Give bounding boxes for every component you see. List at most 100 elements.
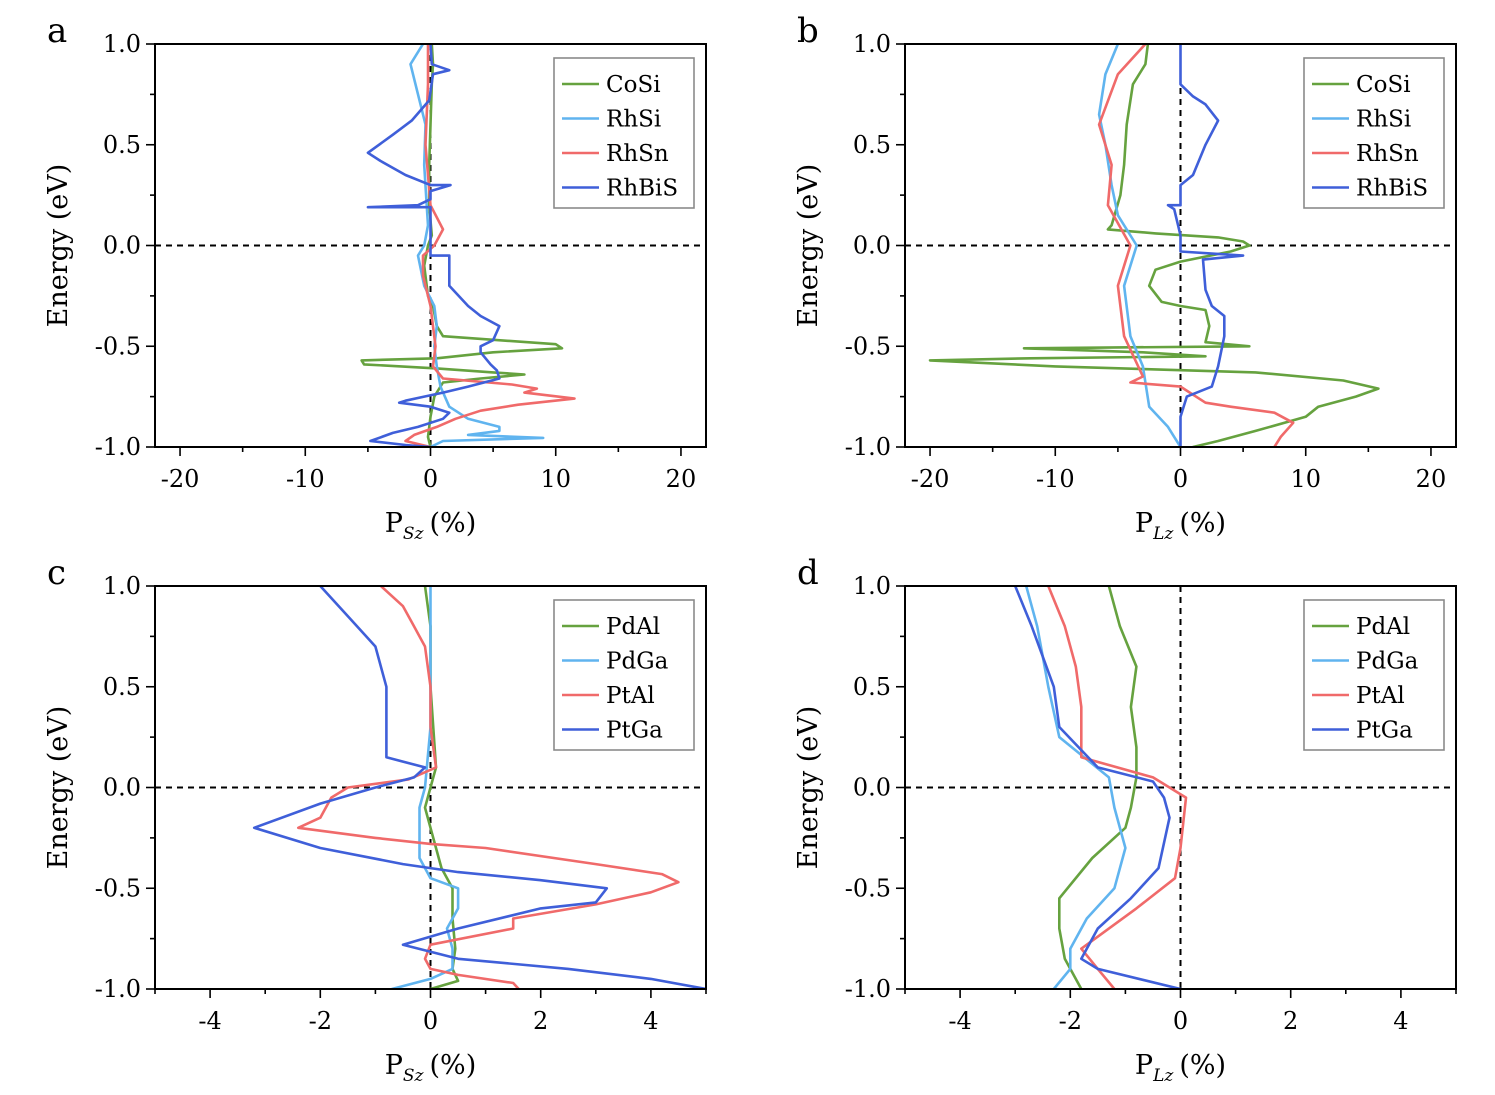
legend-label: PdAl [1356,614,1410,640]
y-tick-label: 0.5 [103,131,141,159]
x-axis-title-unit: (%) [430,508,477,539]
y-tick-label: 0.5 [853,131,891,159]
y-tick-label: 0.0 [853,774,891,802]
panel-c: -4 -2 0 2 4 -1.0 -0.5 0.0 0.5 1.0 c Energy (eV) PSz(… [43,553,707,1086]
y-tick-label: 1.0 [853,30,891,58]
legend-label: PtAl [1356,683,1405,709]
series-line-rhsn [404,44,576,447]
panel-letter: c [47,553,66,593]
x-axis-title-symbol: P [1135,1050,1153,1081]
legend-label: RhBiS [1356,176,1428,202]
x-axis-title-subscript: Lz [1152,524,1174,544]
series-line-pdga [390,586,460,989]
y-tick-label: -1.0 [95,975,141,1003]
panel-b: -20 -10 0 10 20 -1.0 -0.5 0.0 0.5 1.0 b Energy (eV)… [793,11,1457,544]
legend-label: CoSi [606,72,661,98]
x-tick-label: 0 [1173,465,1188,493]
series-group [928,44,1380,447]
x-tick-label: -4 [198,1007,221,1035]
series-line-rhbis [1166,44,1245,447]
y-tick-label: 0.5 [853,673,891,701]
panel-letter: a [47,11,67,51]
legend-label: PtGa [1356,718,1413,744]
x-tick-label: -20 [911,465,950,493]
x-axis-title: PLz (%) [1135,508,1226,544]
y-tick-label: -1.0 [845,433,891,461]
x-tick-label: 0 [423,1007,438,1035]
legend: PdAl PdGa PtAl PtGa [1303,599,1445,751]
legend-label: PdGa [606,649,669,675]
x-tick-label: 20 [1416,465,1447,493]
legend-label: RhSi [1356,107,1411,133]
x-axis-title-symbol: P [385,508,403,539]
panel-a: -20 -10 0 10 20 -1.0 -0.5 0.0 0.5 1.0 a Energy (eV)… [43,11,707,544]
series-line-ptga [1013,586,1182,989]
legend-label: PdGa [1356,649,1419,675]
x-tick-label: 4 [643,1007,658,1035]
y-tick-label: 0.5 [103,673,141,701]
x-axis-title: PLz (%) [1135,1050,1226,1086]
x-tick-label: 20 [666,465,697,493]
x-tick-label: 10 [540,465,571,493]
y-tick-label: -1.0 [845,975,891,1003]
y-tick-label: 0.0 [103,232,141,260]
y-axis-title: Energy (eV) [43,706,74,870]
legend-label: PtGa [606,718,663,744]
x-tick-label: 2 [1283,1007,1298,1035]
series-line-rhsn [1097,44,1295,447]
legend: PdAl PdGa PtAl PtGa [553,599,695,751]
series-group [252,586,706,989]
y-axis-title: Energy (eV) [793,706,824,870]
x-tick-label: -4 [948,1007,971,1035]
series-group [1013,586,1188,989]
y-tick-label: 1.0 [853,572,891,600]
legend: CoSi RhSi RhSn RhBiS [1303,57,1445,209]
x-axis-title-symbol: P [1135,508,1153,539]
y-tick-label: 1.0 [103,572,141,600]
series-line-ptga [252,586,706,989]
y-tick-label: 0.0 [103,774,141,802]
x-axis-title: PSz (%) [385,1050,477,1086]
series-line-rhsi [409,44,545,447]
y-tick-label: -1.0 [95,433,141,461]
legend-label: RhSn [1356,141,1419,167]
x-axis-title-subscript: Sz [403,1066,425,1086]
x-tick-label: -2 [309,1007,332,1035]
y-axis-title: Energy (eV) [43,164,74,328]
legend-label: RhBiS [606,176,678,202]
panel-d: -4 -2 0 2 4 -1.0 -0.5 0.0 0.5 1.0 d Energy (eV) PLz(… [793,553,1457,1086]
legend-label: PdAl [606,614,660,640]
x-tick-label: 2 [533,1007,548,1035]
series-line-pdal [1058,586,1138,989]
y-tick-label: 1.0 [103,30,141,58]
panel-letter: d [797,553,819,593]
y-axis-title: Energy (eV) [793,164,824,328]
series-line-rhbis [366,44,501,447]
x-tick-label: 0 [1173,1007,1188,1035]
x-axis-title-unit: (%) [1179,508,1226,539]
series-line-cosi [928,44,1380,447]
legend-label: PtAl [606,683,655,709]
y-tick-label: 0.0 [853,232,891,260]
series-group [360,44,576,447]
x-tick-label: -10 [286,465,325,493]
legend-label: RhSi [606,107,661,133]
x-tick-label: 4 [1393,1007,1408,1035]
y-tick-label: -0.5 [845,874,891,902]
x-axis-title-subscript: Sz [403,524,425,544]
y-tick-label: -0.5 [845,332,891,360]
series-line-ptal [1047,586,1188,989]
x-axis-title-unit: (%) [430,1050,477,1081]
x-tick-label: 0 [423,465,438,493]
legend-label: RhSn [606,141,669,167]
series-line-pdga [1024,586,1127,989]
x-axis-title-symbol: P [385,1050,403,1081]
x-axis-title-subscript: Lz [1152,1066,1174,1086]
x-tick-label: -2 [1059,1007,1082,1035]
y-tick-label: -0.5 [95,332,141,360]
x-tick-label: 10 [1290,465,1321,493]
x-axis-title: PSz (%) [385,508,477,544]
x-axis-title-unit: (%) [1179,1050,1226,1081]
legend-label: CoSi [1356,72,1411,98]
